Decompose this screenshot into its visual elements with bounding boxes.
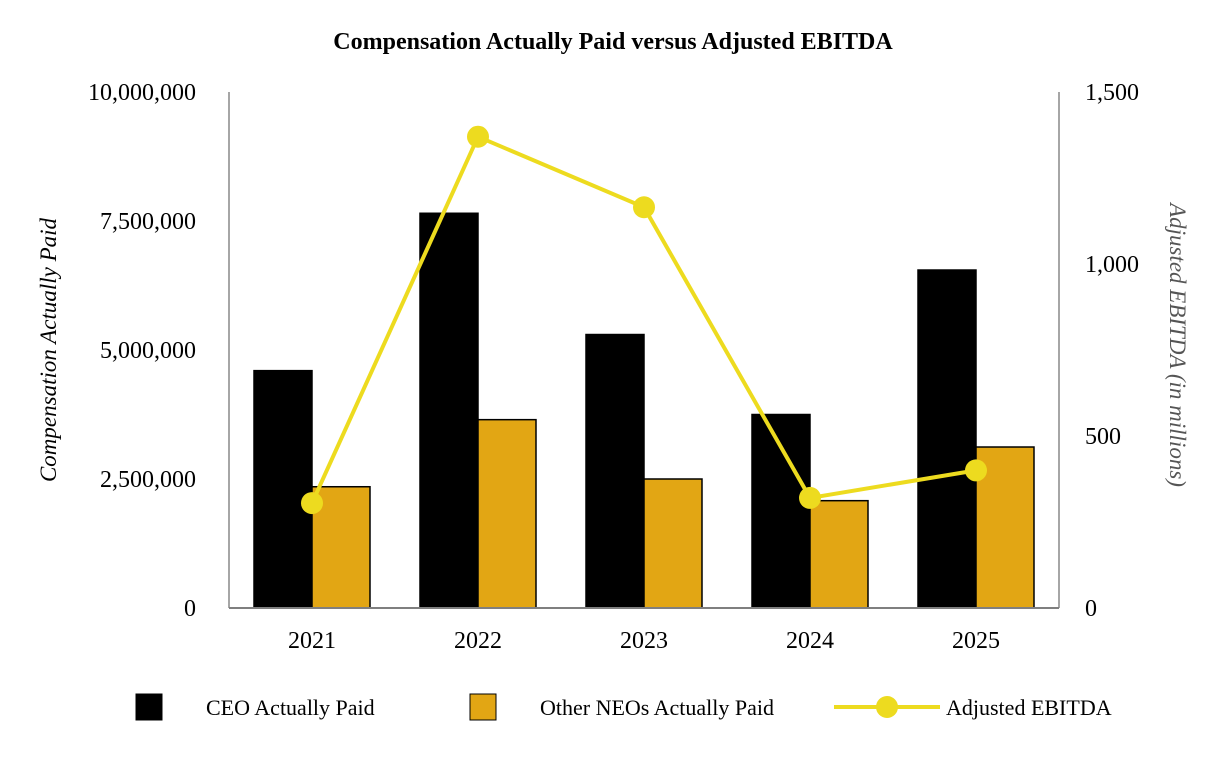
- right-axis-title: Adjusted EBITDA (in millions): [1165, 201, 1190, 487]
- left-y-tick-label: 10,000,000: [88, 80, 196, 106]
- legend-other-neos-swatch: [469, 693, 497, 721]
- left-y-ticks: 0 2,500,000 5,000,000 7,500,000 10,000,000: [88, 80, 196, 622]
- left-y-tick-label: 7,500,000: [100, 209, 196, 235]
- chart-title: Compensation Actually Paid versus Adjust…: [333, 29, 893, 55]
- ceo-bar-2022: [419, 212, 479, 609]
- right-y-tick-label: 500: [1085, 424, 1121, 450]
- ceo-bar-2025: [917, 269, 977, 609]
- x-tick-label-2025: 2025: [952, 628, 1000, 654]
- ceo-bar-2023: [585, 333, 645, 609]
- x-ticks: 2021 2022 2023 2024 2025: [288, 628, 1000, 654]
- adjusted-ebitda-point-2025: [965, 459, 987, 482]
- other-neos-bar-2022: [477, 418, 537, 609]
- legend-ebitda-marker: [876, 696, 898, 718]
- legend: CEO Actually Paid Other NEOs Actually Pai…: [135, 693, 1112, 721]
- right-y-ticks: 0 500 1,000 1,500: [1085, 80, 1139, 622]
- ebitda-line-layer: [301, 125, 987, 515]
- legend-ceo-label: CEO Actually Paid: [206, 695, 375, 720]
- bars-layer: [253, 212, 1035, 609]
- other-neos-bar-2023: [643, 478, 703, 609]
- right-y-tick-label: 0: [1085, 596, 1097, 622]
- other-neos-bar-2024: [809, 499, 869, 609]
- x-tick-label-2022: 2022: [454, 628, 502, 654]
- left-y-tick-label: 0: [184, 596, 196, 622]
- legend-ebitda-label: Adjusted EBITDA: [946, 695, 1112, 720]
- right-y-tick-label: 1,500: [1085, 80, 1139, 106]
- left-y-tick-label: 2,500,000: [100, 467, 196, 493]
- adjusted-ebitda-point-2023: [633, 196, 655, 219]
- ceo-bar-2021: [253, 369, 313, 609]
- legend-ceo-swatch: [135, 693, 163, 721]
- adjusted-ebitda-point-2021: [301, 492, 323, 515]
- adjusted-ebitda-point-2024: [799, 486, 821, 509]
- legend-other-neos-label: Other NEOs Actually Paid: [540, 695, 774, 720]
- right-y-tick-label: 1,000: [1085, 252, 1139, 278]
- left-axis-title: Compensation Actually Paid: [36, 217, 61, 482]
- x-tick-label-2024: 2024: [786, 628, 834, 654]
- adjusted-ebitda-point-2022: [467, 125, 489, 148]
- left-y-tick-label: 5,000,000: [100, 338, 196, 364]
- x-tick-label-2023: 2023: [620, 628, 668, 654]
- x-tick-label-2021: 2021: [288, 628, 336, 654]
